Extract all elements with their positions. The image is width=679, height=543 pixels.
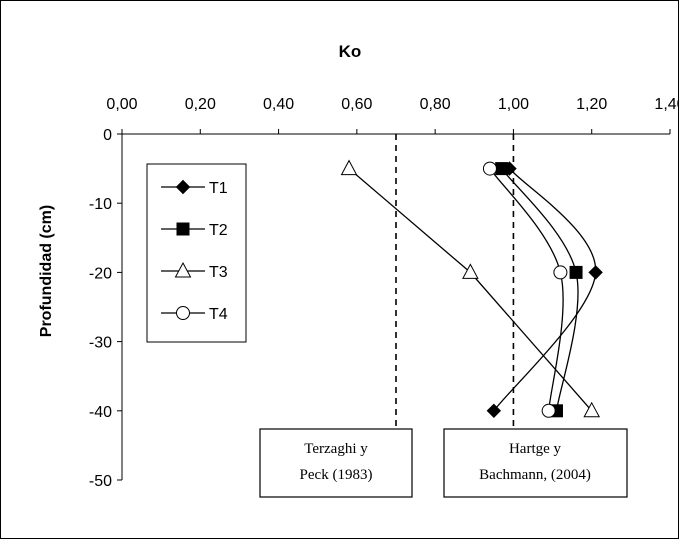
legend-marker-t1 bbox=[175, 179, 191, 195]
y-tick-label: 0 bbox=[103, 127, 112, 144]
data-point-t4 bbox=[553, 265, 568, 280]
y-tick-label: -10 bbox=[89, 196, 112, 213]
annotation-terzaghi-line2: Peck (1983) bbox=[300, 467, 373, 483]
legend-label-t1: T1 bbox=[209, 180, 228, 197]
data-point-t2 bbox=[495, 162, 509, 176]
legend: T1 T2 T3 T4 bbox=[146, 163, 247, 343]
series-t3 bbox=[340, 159, 601, 418]
x-tick-label: 1,00 bbox=[498, 96, 529, 113]
annotation-terzaghi-line1: Terzaghi y bbox=[304, 441, 368, 457]
x-tick-label: 1,20 bbox=[576, 96, 607, 113]
x-tick-label: 0,20 bbox=[185, 96, 216, 113]
annotation-box-terzaghi bbox=[259, 428, 413, 498]
y-tick-label: -40 bbox=[89, 404, 112, 421]
annotation-box-hartge bbox=[443, 428, 628, 498]
series-t4 bbox=[482, 161, 568, 418]
y-tick-label: -30 bbox=[89, 335, 112, 352]
x-tick-label: 0,00 bbox=[106, 96, 137, 113]
legend-marker-t3 bbox=[174, 261, 192, 278]
series-group bbox=[340, 159, 603, 419]
x-tick-label: 0,40 bbox=[263, 96, 294, 113]
annotations: Terzaghi y Peck (1983) Hartge y Bachmann… bbox=[259, 428, 628, 498]
data-point-t4 bbox=[541, 403, 556, 418]
x-tick-label: 0,60 bbox=[341, 96, 372, 113]
data-point-t3 bbox=[340, 159, 358, 176]
legend-marker-t2 bbox=[176, 222, 190, 236]
chart-title: Ko bbox=[339, 42, 362, 61]
y-tick-label: -50 bbox=[89, 473, 112, 490]
data-point-t1 bbox=[588, 265, 603, 280]
series-line-t3 bbox=[348, 168, 593, 412]
annotation-hartge-line2: Bachmann, (2004) bbox=[479, 467, 591, 483]
legend-label-t2: T2 bbox=[209, 222, 228, 239]
data-point-t4 bbox=[482, 161, 497, 176]
data-point-t3 bbox=[583, 401, 601, 418]
axes: 0,00 0,20 0,40 0,60 0,80 1,00 1,20 1,40 0 -10 -20 -… bbox=[89, 96, 679, 490]
x-tick-label: 0,80 bbox=[420, 96, 451, 113]
series-t1 bbox=[486, 161, 603, 419]
data-point-t1 bbox=[486, 403, 502, 419]
y-axis-label: Profundidad (cm) bbox=[38, 205, 55, 337]
annotation-hartge-line1: Hartge y bbox=[509, 441, 562, 457]
data-point-t3 bbox=[462, 263, 479, 279]
reference-lines bbox=[395, 134, 515, 429]
series-line-t1 bbox=[493, 168, 597, 412]
series-t2 bbox=[495, 162, 583, 418]
data-point-t2 bbox=[569, 265, 583, 279]
legend-box bbox=[146, 163, 247, 343]
legend-label-t3: T3 bbox=[209, 264, 228, 281]
x-tick-label: 1,40 bbox=[654, 96, 678, 113]
legend-marker-t4 bbox=[176, 306, 190, 320]
legend-label-t4: T4 bbox=[209, 306, 228, 323]
y-tick-label: -20 bbox=[89, 265, 112, 282]
